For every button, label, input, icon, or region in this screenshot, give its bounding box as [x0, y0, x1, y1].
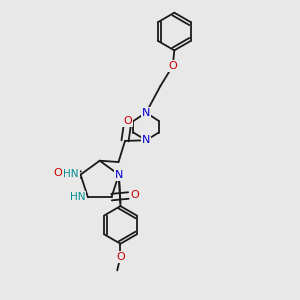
- Text: O: O: [168, 61, 177, 71]
- Text: HN: HN: [70, 192, 85, 202]
- Text: O: O: [116, 252, 125, 262]
- Text: HN: HN: [63, 169, 79, 179]
- Text: N: N: [142, 135, 150, 145]
- Text: N: N: [142, 108, 150, 118]
- Text: O: O: [130, 190, 139, 200]
- Text: O: O: [53, 168, 62, 178]
- Text: N: N: [115, 169, 123, 180]
- Text: N: N: [142, 108, 150, 118]
- Text: O: O: [123, 116, 132, 126]
